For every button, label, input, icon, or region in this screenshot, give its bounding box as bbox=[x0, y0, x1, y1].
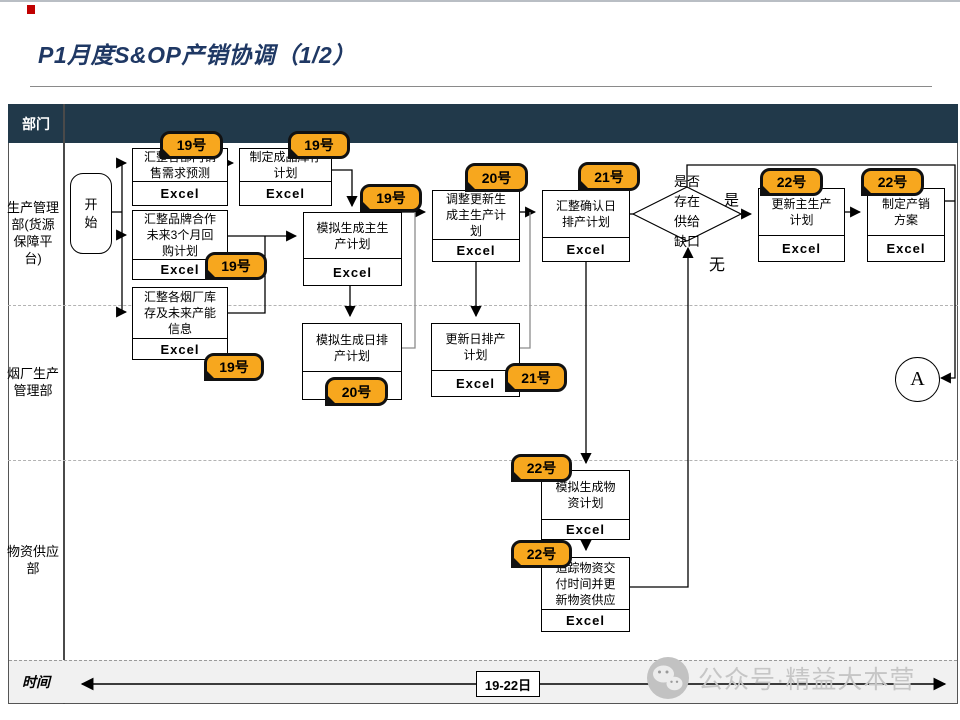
date-badge: 22号 bbox=[760, 168, 823, 196]
excel-label: Excel bbox=[868, 235, 944, 261]
lane-label-production-mgmt: 生产管理部(货源保障平台) bbox=[6, 200, 59, 266]
excel-label: Excel bbox=[133, 338, 227, 359]
date-badge: 20号 bbox=[325, 377, 388, 406]
process-text: 模拟生成主生产计划 bbox=[316, 220, 389, 251]
date-badge: 19号 bbox=[360, 184, 422, 212]
lane-label-material-supply: 物资供应部 bbox=[6, 544, 59, 576]
date-badge: 20号 bbox=[465, 163, 528, 192]
department-header-cell: 部门 bbox=[22, 115, 50, 132]
excel-label: Excel bbox=[240, 181, 331, 205]
offpage-connector: A bbox=[895, 357, 940, 402]
date-badge: 19号 bbox=[205, 252, 267, 280]
process-box: 制定产销方案 Excel bbox=[867, 188, 945, 262]
lane-label-factory-mgmt: 烟厂生产管理部 bbox=[6, 366, 59, 398]
excel-label: Excel bbox=[543, 237, 629, 261]
excel-label: Excel bbox=[542, 519, 629, 539]
date-badge: 19号 bbox=[204, 353, 264, 381]
date-badge: 19号 bbox=[160, 131, 223, 159]
lane-divider-2 bbox=[8, 460, 958, 461]
page-title: P1月度S&OP产销协调（1/2） bbox=[38, 42, 356, 68]
process-box: 追踪物资交付时间并更新物资供应 Excel bbox=[541, 557, 630, 632]
process-text: 汇整各烟厂库存及未来产能信息 bbox=[143, 290, 216, 336]
lane-divider-1 bbox=[8, 305, 958, 306]
label-column-divider bbox=[63, 104, 65, 704]
watermark-text: 公众号·精益大本营 bbox=[698, 666, 916, 694]
date-badge: 22号 bbox=[511, 454, 572, 482]
process-text: 更新日排产计划 bbox=[445, 332, 506, 362]
excel-label: Excel bbox=[133, 181, 227, 205]
time-row-label: 时间 bbox=[22, 674, 50, 690]
excel-label: Excel bbox=[542, 609, 629, 631]
process-text: 模拟生成日排产计划 bbox=[315, 332, 388, 363]
wechat-icon bbox=[647, 657, 689, 699]
no-label: 无 bbox=[709, 257, 726, 274]
process-box: 更新主生产计划 Excel bbox=[758, 188, 845, 262]
date-badge: 19号 bbox=[288, 131, 350, 159]
header-band: 部门 bbox=[8, 104, 958, 143]
process-text: 模拟生成物资计划 bbox=[555, 480, 616, 510]
excel-label: Excel bbox=[432, 370, 519, 396]
process-text: 汇整确认日排产计划 bbox=[555, 199, 616, 229]
excel-label: Excel bbox=[133, 259, 227, 279]
date-badge: 21号 bbox=[578, 162, 640, 191]
process-text: 汇整品牌合作未来3个月回购计划 bbox=[143, 212, 216, 258]
process-box: 汇整确认日排产计划 Excel bbox=[542, 190, 630, 262]
process-box: 模拟生成主生产计划 Excel bbox=[303, 212, 402, 286]
title-divider bbox=[30, 86, 932, 87]
decision-text: 是否存在供给缺口 bbox=[673, 174, 700, 249]
process-box: 汇整各烟厂库存及未来产能信息 Excel bbox=[132, 287, 228, 360]
date-badge: 22号 bbox=[511, 540, 572, 568]
yes-label: 是 bbox=[724, 192, 740, 209]
start-node: 开始 bbox=[70, 173, 112, 254]
red-marker bbox=[27, 5, 35, 14]
process-text: 调整更新生成主生产计划 bbox=[445, 192, 506, 238]
date-badge: 22号 bbox=[861, 168, 924, 196]
excel-label: Excel bbox=[304, 258, 401, 285]
process-box: 调整更新生成主生产计划 Excel bbox=[432, 190, 520, 262]
slide-top-edge bbox=[0, 0, 960, 2]
watermark: 公众号·精益大本营 bbox=[646, 656, 915, 700]
timeline-label: 19-22日 bbox=[476, 671, 540, 697]
date-badge: 21号 bbox=[505, 363, 567, 392]
excel-label: Excel bbox=[759, 235, 844, 261]
excel-label: Excel bbox=[433, 239, 519, 261]
process-text: 追踪物资交付时间并更新物资供应 bbox=[555, 560, 616, 607]
